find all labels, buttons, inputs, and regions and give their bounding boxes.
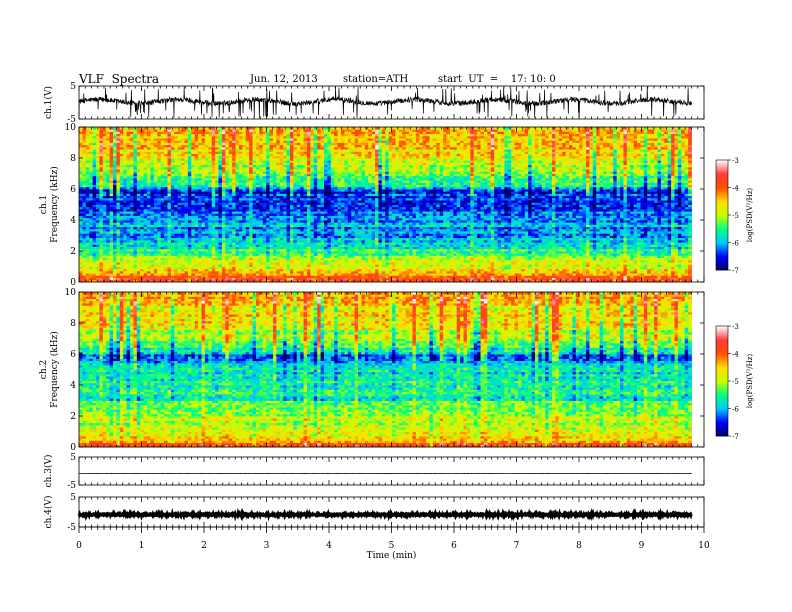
ch.3-waveform-y-ticks	[79, 456, 704, 486]
ch.1-waveform-ylabel: ch.1(V)	[43, 86, 54, 119]
ch.3-waveform-y-tick-label: -5	[67, 481, 76, 491]
ch.4-waveform-ylabel: ch.4(V)	[43, 496, 54, 529]
ch.1-waveform-y-tick-label: -5	[67, 115, 76, 125]
x-tick-label: 2	[201, 541, 207, 551]
ch.2-spectrogram-y-tick-label: 4	[70, 381, 76, 391]
ch.1-spectrogram-y-tick-label: 2	[70, 247, 76, 257]
x-tick-label: 5	[389, 541, 395, 551]
ch.2-colorbar	[716, 325, 731, 437]
ch.1-spectrogram-y-tick-label: 10	[65, 123, 77, 133]
chart-title: VLF Spectra	[79, 72, 159, 86]
ch.1-spectrogram-y-tick-label: 6	[70, 185, 76, 195]
x-tick-label: 3	[264, 541, 270, 551]
ch.2-spectrogram-y-tick-label: 2	[70, 412, 76, 422]
ch.2-colorbar-label: log(PSD(V²/Hz)	[746, 354, 754, 409]
ch.1-frequency-axis-label: Frequency (kHz)	[49, 166, 60, 243]
x-tick-label: 6	[451, 541, 457, 551]
station-label: station=ATH	[343, 74, 408, 85]
x-tick-label: 7	[514, 541, 520, 551]
ch.2-channel-label: ch.2	[39, 360, 49, 379]
ch.1-colorbar-tick-label: -6	[732, 240, 739, 248]
x-tick-label: 1	[139, 541, 145, 551]
ch.2-spectrogram-y-tick-label: 8	[70, 319, 76, 329]
ch.1-colorbar-frame	[715, 159, 729, 271]
ch.1-colorbar-tick-label: -4	[732, 185, 739, 193]
ch.4-waveform-x-ticks	[78, 497, 705, 527]
ch.1-colorbar-tick-label: -3	[732, 157, 739, 165]
ch.2-spectrogram-y-tick-label: 10	[65, 288, 77, 298]
bottom-axis-ticks	[78, 527, 705, 533]
ch.2-colorbar-tick-label: -6	[732, 406, 739, 414]
ch.2-spectrogram-cells	[79, 292, 692, 448]
ch.1-spectrogram-y-ticks	[79, 126, 704, 283]
ch.3-waveform-x-ticks	[78, 457, 705, 485]
ch.1-colorbar-label: log(PSD(V²/Hz)	[746, 188, 754, 243]
ch.2-colorbar-tick-label: -5	[732, 378, 739, 386]
ch.2-colorbar-tick-label: -3	[732, 323, 739, 331]
date-label: Jun. 12, 2013	[250, 74, 318, 85]
x-tick-label: 8	[576, 541, 582, 551]
x-axis-label: Time (min)	[367, 550, 417, 561]
ch.2-spectrogram-y-ticks	[79, 291, 704, 448]
ch.2-spectrogram-x-ticks	[78, 292, 705, 447]
ch.3-waveform-y-tick-label: 5	[70, 453, 76, 463]
ch.2-frequency-axis-label: Frequency (kHz)	[49, 331, 60, 408]
ch.1-waveform-y-tick-label: 5	[70, 82, 76, 92]
ch.2-spectrogram-y-tick-label: 0	[70, 443, 76, 453]
ch.1-colorbar-tick-label: -5	[732, 212, 739, 220]
x-tick-label: 4	[326, 541, 332, 551]
x-tick-label: 10	[698, 541, 710, 551]
ch.4-waveform-trace	[77, 507, 693, 522]
ch.2-colorbar-tick-label: -4	[732, 351, 739, 359]
start-time-label: start UT = 17: 10: 0	[438, 74, 556, 85]
ch.4-waveform-y-tick-label: -5	[67, 523, 76, 533]
ch.3-waveform-ylabel: ch.3(V)	[43, 455, 54, 488]
ch.1-spectrogram-cells	[79, 127, 692, 283]
ch.1-waveform-x-ticks	[78, 86, 705, 119]
ch.1-spectrogram-y-tick-label: 0	[70, 278, 76, 288]
ch.4-waveform-y-tick-label: 5	[70, 493, 76, 503]
x-tick-label: 0	[76, 541, 82, 551]
ch.2-spectrogram-y-tick-label: 6	[70, 350, 76, 360]
ch.2-colorbar-frame	[715, 325, 729, 437]
ch.1-colorbar	[716, 159, 731, 271]
ch.1-waveform-trace	[78, 86, 692, 119]
ch.1-channel-label: ch.1	[39, 195, 49, 214]
ch.1-colorbar-tick-label: -7	[732, 267, 739, 275]
ch.1-spectrogram-y-tick-label: 4	[70, 216, 76, 226]
x-tick-label: 9	[639, 541, 645, 551]
ch.1-spectrogram-x-ticks	[78, 127, 705, 282]
ch.2-colorbar-tick-label: -7	[732, 433, 739, 441]
ch.1-waveform-y-ticks	[79, 85, 704, 120]
ch.1-spectrogram-y-tick-label: 8	[70, 154, 76, 164]
